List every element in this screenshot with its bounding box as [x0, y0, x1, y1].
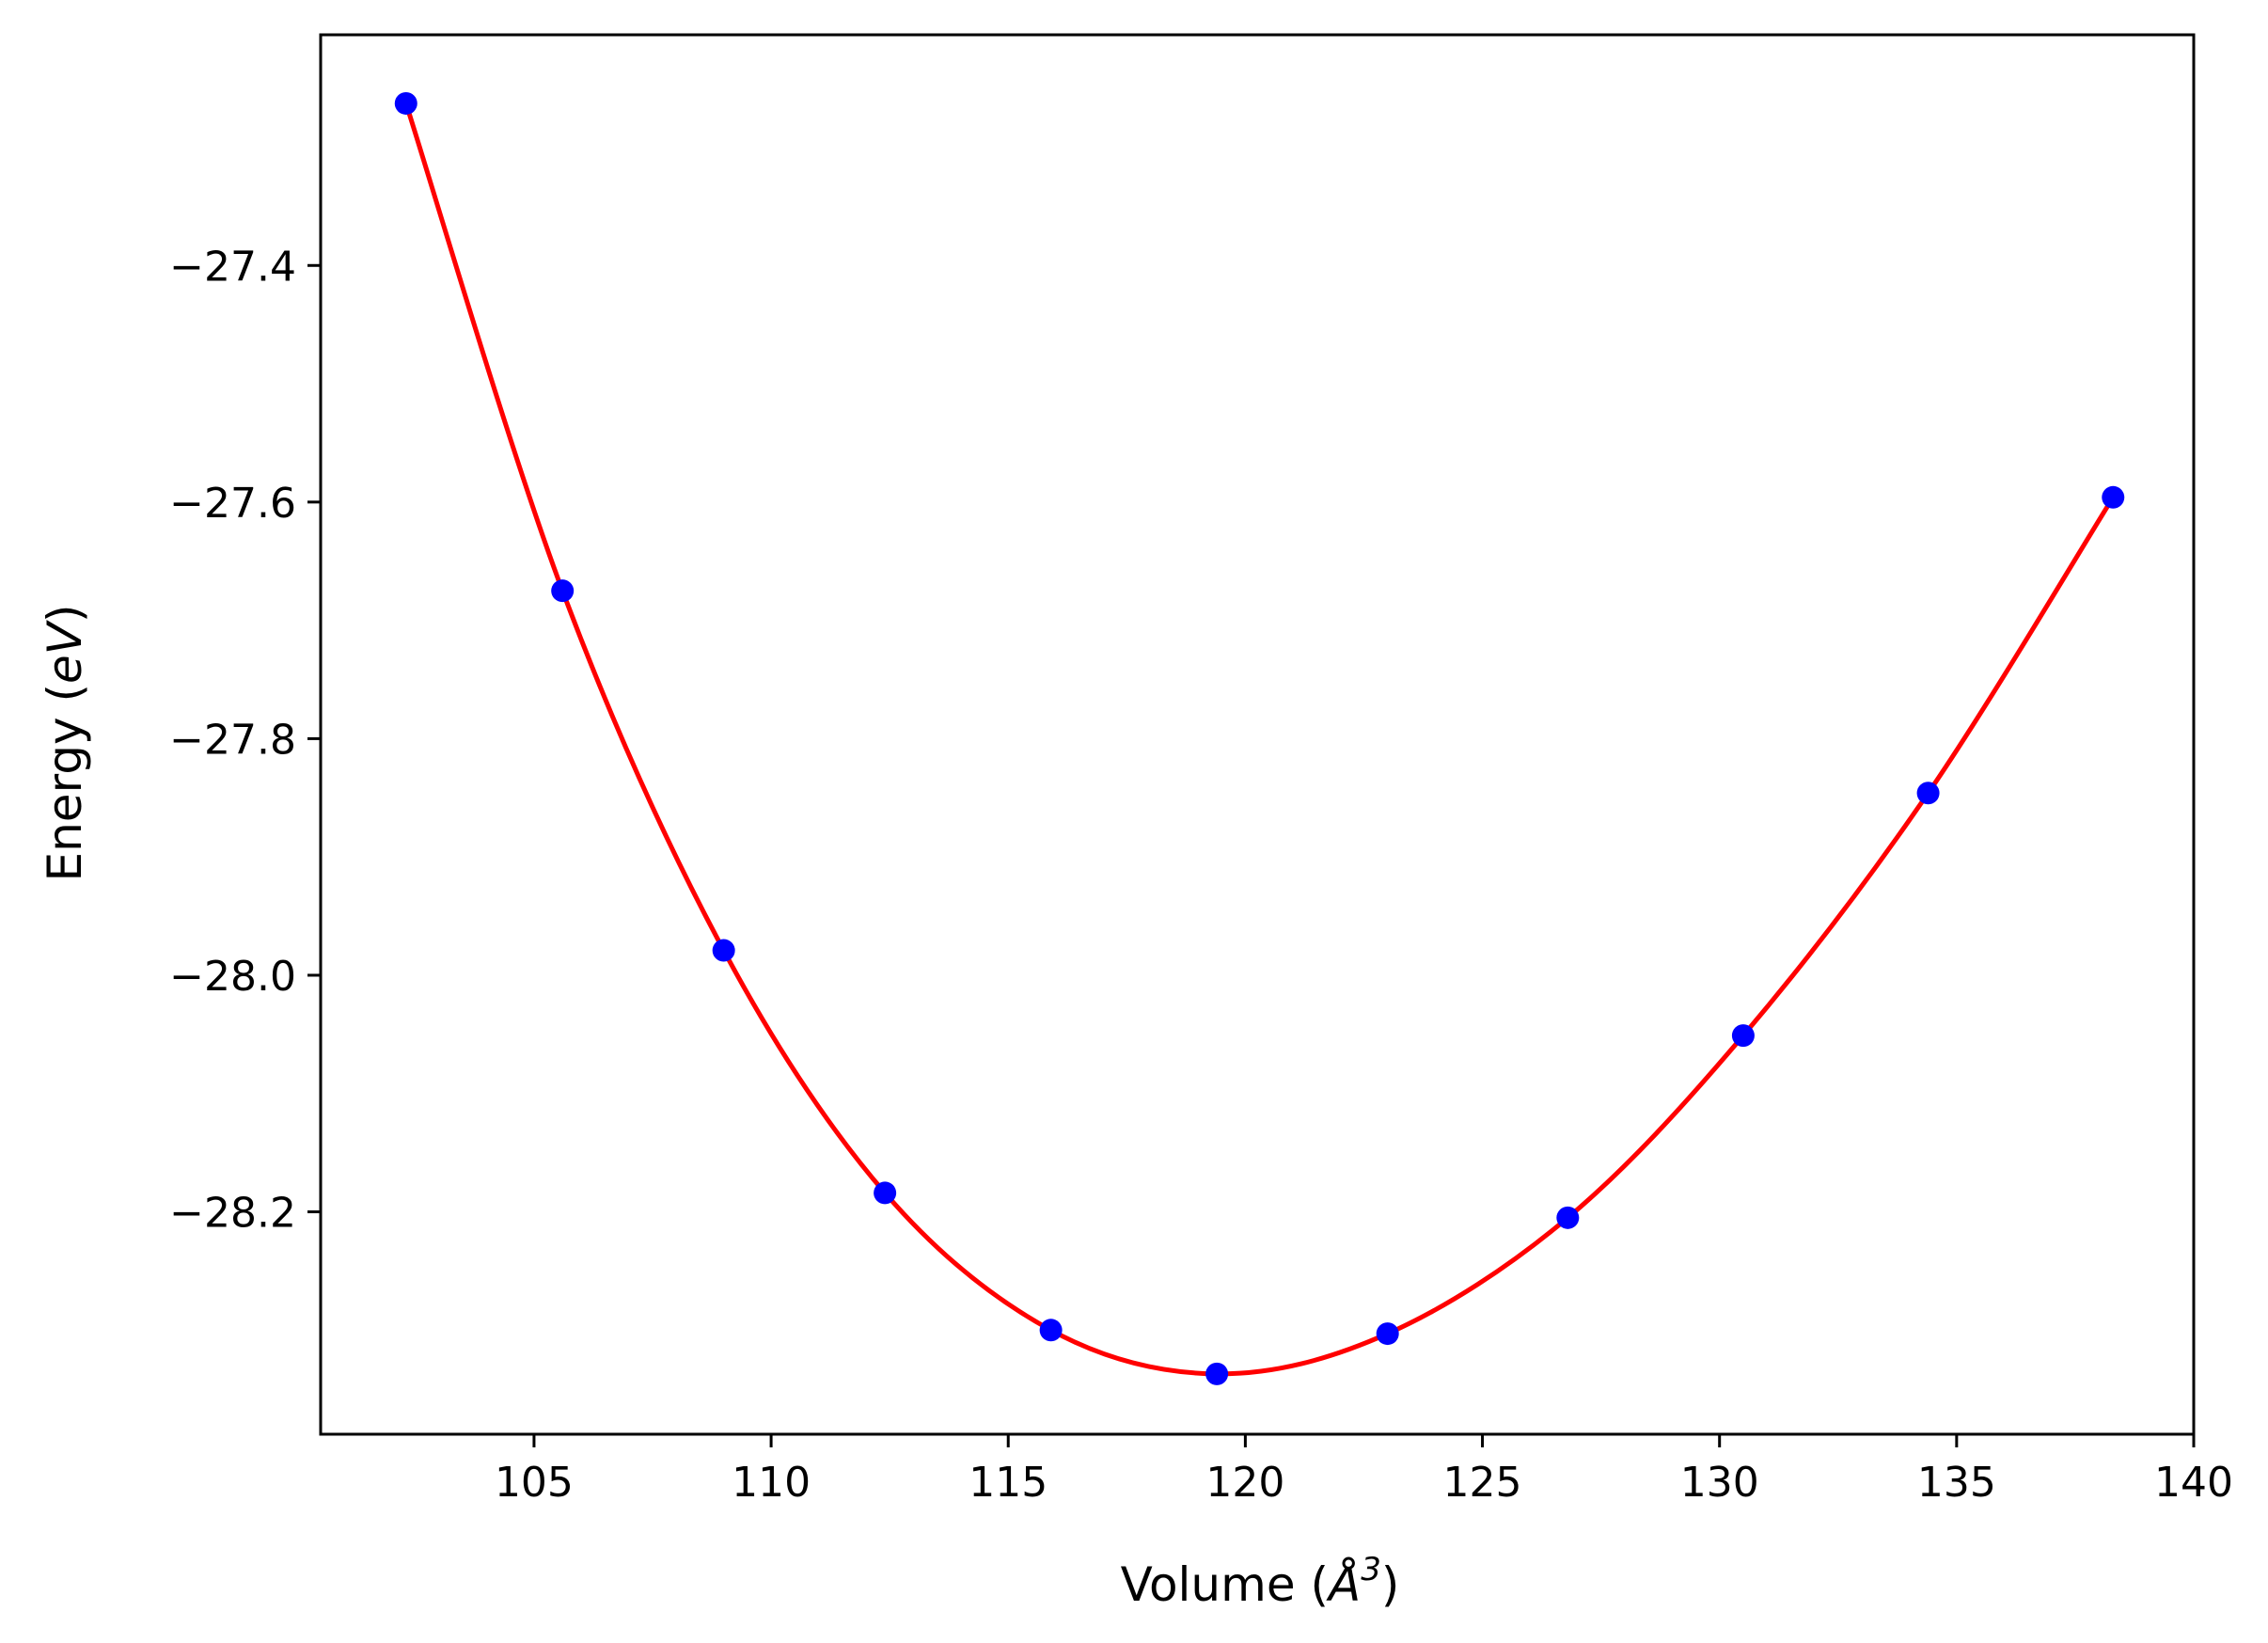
y-tick-label: −28.0: [169, 953, 296, 1001]
data-point: [2102, 485, 2125, 509]
data-point: [1376, 1322, 1399, 1346]
x-tick-label: 110: [732, 1459, 811, 1507]
x-tick-label: 140: [2154, 1459, 2233, 1507]
data-point: [394, 91, 417, 115]
y-tick-label: −27.8: [169, 716, 296, 764]
data-points: [394, 91, 2125, 1385]
x-tick-label: 125: [1443, 1459, 1522, 1507]
data-point: [1556, 1206, 1580, 1229]
x-tick-label: 135: [1917, 1459, 1996, 1507]
data-point: [1039, 1319, 1063, 1342]
y-tick-label: −27.6: [169, 480, 296, 528]
data-point: [551, 579, 575, 603]
axes-frame: [319, 33, 2196, 1436]
plot-area: [394, 91, 2125, 1385]
data-point: [874, 1181, 897, 1205]
data-point: [1916, 782, 1940, 805]
y-axis-label: Energy (eV): [38, 605, 92, 882]
x-tick-label: 130: [1680, 1459, 1759, 1507]
data-point: [1205, 1362, 1229, 1385]
x-axis-ticks: 105 110 115 120 125 130 135 140: [495, 1434, 2233, 1507]
data-point: [712, 939, 735, 962]
x-tick-label: 115: [969, 1459, 1047, 1507]
x-tick-label: 105: [495, 1459, 574, 1507]
x-axis-label: Volume (Å3): [1121, 1551, 1400, 1612]
y-tick-label: −28.2: [169, 1190, 296, 1238]
y-tick-label: −27.4: [169, 243, 296, 291]
fit-curve: [403, 103, 2116, 1377]
data-point: [1731, 1024, 1755, 1048]
y-axis-ticks: −27.4 −27.6 −27.8 −28.0 −28.2: [169, 243, 321, 1238]
x-tick-label: 120: [1205, 1459, 1284, 1507]
